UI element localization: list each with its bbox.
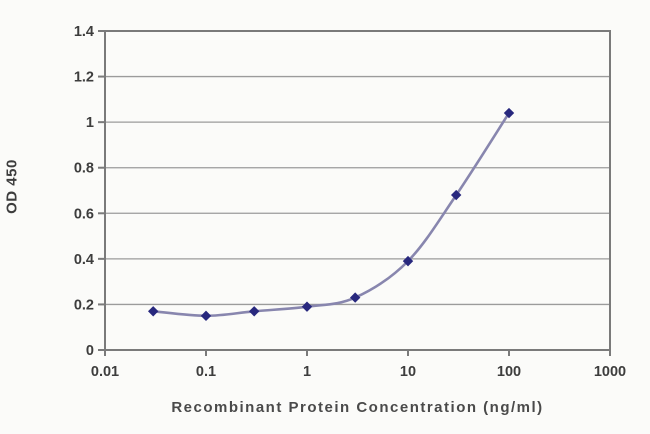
svg-text:0.8: 0.8 — [74, 161, 94, 177]
svg-text:0.4: 0.4 — [74, 252, 94, 268]
svg-text:0.2: 0.2 — [74, 297, 94, 313]
svg-text:1.4: 1.4 — [74, 24, 94, 40]
data-point-marker — [402, 255, 414, 267]
data-point-marker — [503, 107, 515, 119]
svg-text:0.01: 0.01 — [91, 364, 119, 380]
data-point-marker — [349, 292, 361, 303]
x-axis-title: Recombinant Protein Concentration (ng/ml… — [171, 399, 544, 416]
data-point-marker — [147, 306, 159, 317]
data-point-marker — [200, 310, 212, 322]
svg-text:1: 1 — [303, 364, 311, 380]
data-point-marker — [301, 301, 313, 312]
svg-text:0: 0 — [86, 343, 94, 359]
data-point-marker — [450, 189, 462, 201]
svg-text:1.2: 1.2 — [74, 70, 94, 86]
svg-text:0.1: 0.1 — [196, 364, 216, 380]
svg-text:1: 1 — [86, 115, 94, 131]
data-point-marker — [248, 306, 260, 317]
svg-text:100: 100 — [497, 364, 521, 380]
svg-text:0.6: 0.6 — [74, 206, 94, 222]
y-axis-title: OD 450 — [3, 159, 21, 214]
svg-text:1000: 1000 — [594, 364, 626, 380]
svg-text:10: 10 — [400, 364, 416, 380]
